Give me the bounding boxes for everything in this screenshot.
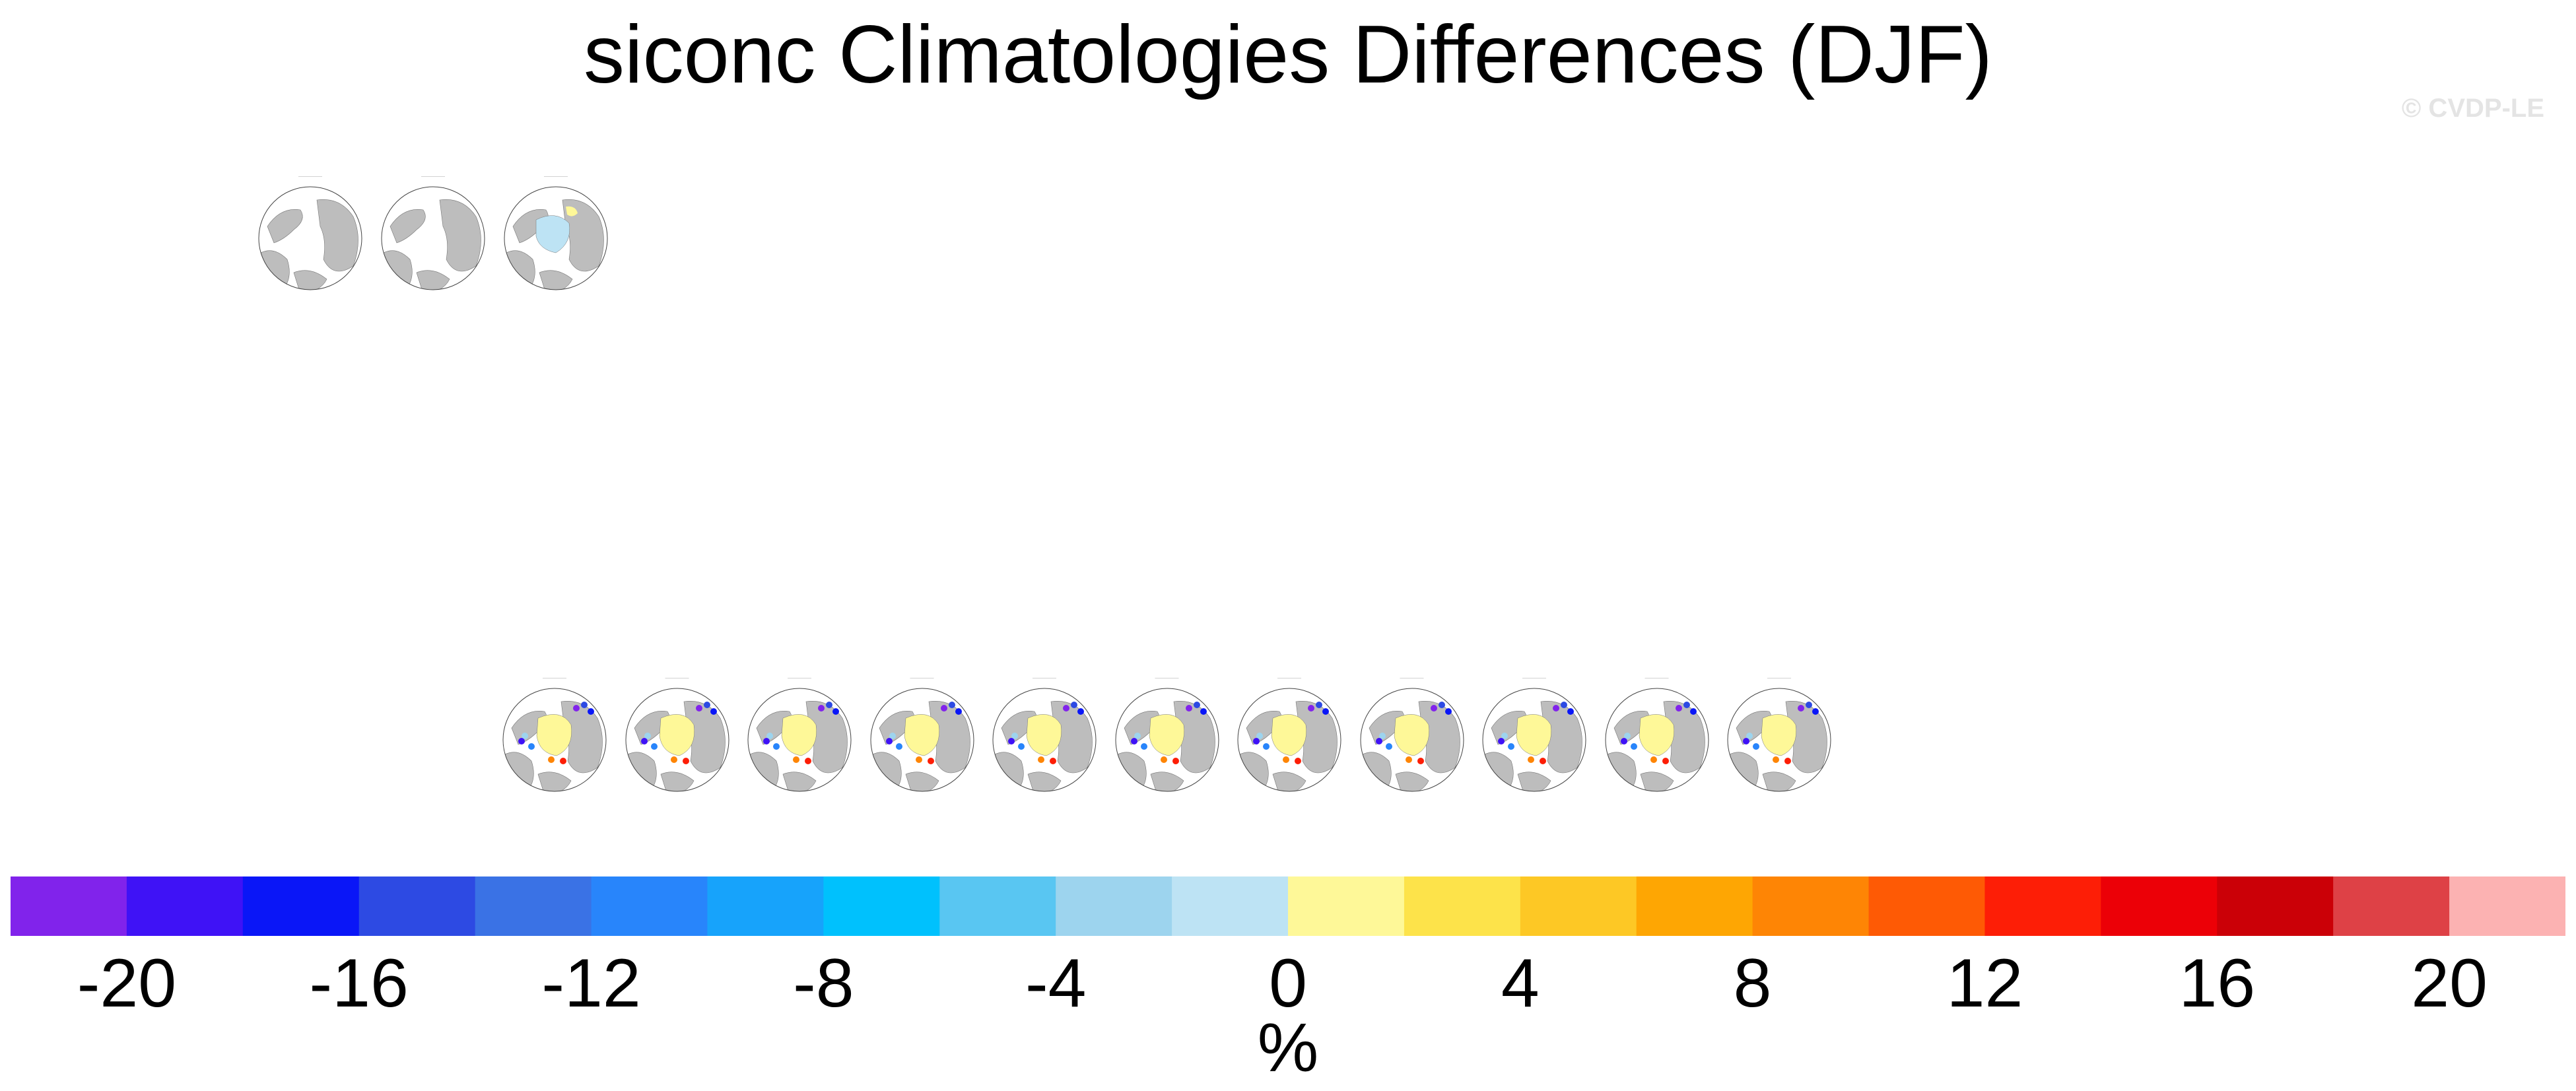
colorbar-bin [1172, 876, 1289, 936]
colorbar-bin [1636, 876, 1753, 936]
colorbar-labels: -20 -16 -12 -8 -4 0 4 8 12 16 20 [0, 947, 2576, 1020]
colorbar-bin [2101, 876, 2218, 936]
map-panel: —————— [743, 677, 856, 802]
colorbar-units: % [1257, 1010, 1319, 1086]
colorbar-tick-label: -12 [541, 945, 641, 1022]
polar-map [1360, 688, 1464, 792]
map-panel: —————— [254, 175, 366, 300]
polar-map [381, 186, 485, 290]
watermark: © CVDP-LE [2401, 94, 2544, 123]
colorbar-bin [1984, 876, 2101, 936]
colorbar-bin [1404, 876, 1521, 936]
colorbar-bin [242, 876, 360, 936]
map-panel: —————— [377, 175, 489, 300]
map-panel: —————— [866, 677, 978, 802]
colorbar-bin [1056, 876, 1172, 936]
map-panel-title: —————— [421, 175, 445, 179]
colorbar-bin [1752, 876, 1870, 936]
polar-map [502, 688, 607, 792]
colorbar-bin [591, 876, 708, 936]
colorbar-bin [475, 876, 592, 936]
map-panel-title: —————— [298, 175, 322, 179]
map-panel-title: —————— [1644, 677, 1669, 680]
map-panel-title: —————— [1400, 677, 1424, 680]
map-panel-title: —————— [1767, 677, 1791, 680]
colorbar-bin [2449, 876, 2565, 936]
colorbar-tick-label: -4 [1025, 945, 1087, 1022]
colorbar-tick-label: -20 [77, 945, 177, 1022]
polar-map [1237, 688, 1341, 792]
colorbar-bin [2217, 876, 2334, 936]
polar-map [1115, 688, 1219, 792]
polar-map [747, 688, 852, 792]
colorbar-bin [1288, 876, 1405, 936]
colorbar-bin [2333, 876, 2450, 936]
map-panel: —————— [1723, 677, 1835, 802]
colorbar-bin [1868, 876, 1985, 936]
map-panel: —————— [621, 677, 733, 802]
colorbar [11, 876, 2565, 936]
map-panel-title: —————— [544, 175, 568, 179]
colorbar-tick-label: 12 [1946, 945, 2023, 1022]
colorbar-bin [11, 876, 127, 936]
map-panel-title: —————— [788, 677, 811, 680]
colorbar-bin [707, 876, 824, 936]
map-panel-title: —————— [1155, 677, 1179, 680]
colorbar-tick-label: 4 [1501, 945, 1540, 1022]
panel-row-members: —————— —————— —————— —————— —————— —————— ————… [498, 677, 1839, 809]
map-panel: —————— [1356, 677, 1468, 802]
colorbar-tick-label: 8 [1733, 945, 1772, 1022]
colorbar-bin [823, 876, 940, 936]
polar-map [504, 186, 608, 290]
map-panel: —————— [1233, 677, 1345, 802]
polar-map [258, 186, 362, 290]
colorbar-tick-label: -8 [793, 945, 854, 1022]
polar-map [992, 688, 1097, 792]
polar-map [870, 688, 974, 792]
colorbar-bin [126, 876, 244, 936]
map-panel-title: —————— [1033, 677, 1056, 680]
map-panel: —————— [1478, 677, 1590, 802]
colorbar-tick-label: 20 [2411, 945, 2488, 1022]
colorbar-tick-label: 0 [1269, 945, 1307, 1022]
map-panel-title: —————— [1277, 677, 1301, 680]
polar-map [1605, 688, 1709, 792]
map-panel-title: —————— [910, 677, 934, 680]
map-panel: —————— [500, 175, 612, 300]
panel-row-observations: —————— —————— —————— [254, 175, 624, 307]
colorbar-bin [358, 876, 476, 936]
map-panel-title: —————— [665, 677, 689, 680]
map-panel: —————— [1111, 677, 1223, 802]
polar-map [1482, 688, 1586, 792]
map-panel-title: —————— [1522, 677, 1546, 680]
polar-map [1727, 688, 1831, 792]
colorbar-tick-label: 16 [2179, 945, 2256, 1022]
colorbar-bin [1520, 876, 1637, 936]
colorbar-tick-label: -16 [309, 945, 409, 1022]
map-panel: —————— [498, 677, 611, 802]
map-panel: —————— [988, 677, 1101, 802]
colorbar-bin [939, 876, 1056, 936]
map-panel-title: —————— [543, 677, 566, 680]
chart-title: siconc Climatologies Differences (DJF) [584, 9, 1992, 100]
map-panel: —————— [1601, 677, 1713, 802]
polar-map [625, 688, 729, 792]
